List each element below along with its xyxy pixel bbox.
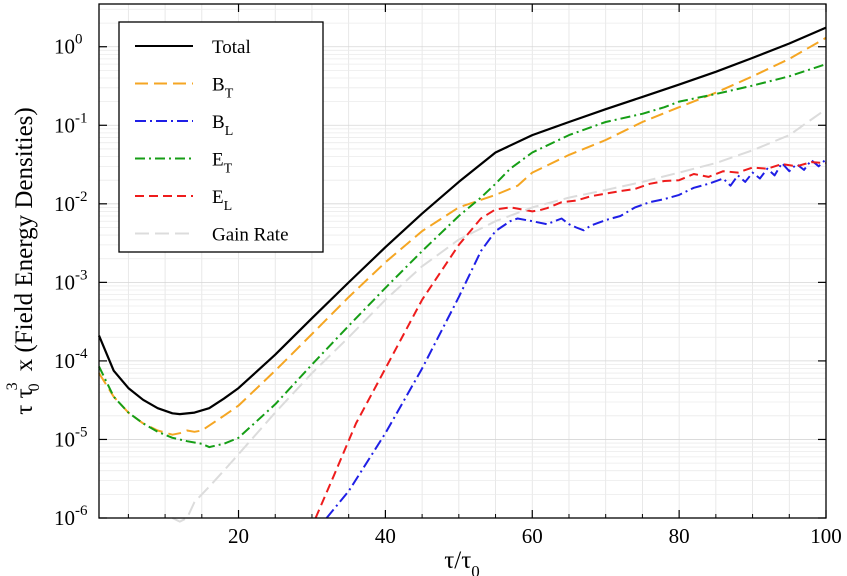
x-tick-label: 100 <box>810 524 842 548</box>
y-tick-label: 10-2 <box>54 189 88 216</box>
legend-label: EL <box>212 187 232 214</box>
plot-frame <box>98 3 827 519</box>
legend-box <box>118 21 324 253</box>
axis-ticks: 20 40 60 80 100 10-6 10-5 10-4 10-3 10-2 10-1 100 <box>54 4 842 548</box>
y-tick-label: 10-3 <box>54 267 88 294</box>
x-tick-label: 40 <box>375 524 396 548</box>
y-tick-label: 100 <box>54 32 83 59</box>
series-lines <box>97 26 827 523</box>
legend-label: Total <box>212 37 251 58</box>
legend-label: BT <box>212 75 234 102</box>
y-tick-label: 10-4 <box>54 346 88 373</box>
x-axis-label: τ/τ0 <box>444 547 480 576</box>
series-b-l <box>325 158 827 519</box>
x-tick-label: 80 <box>669 524 690 548</box>
series-e-l <box>314 161 827 519</box>
series-total <box>97 26 827 416</box>
legend: Total BT BL ET EL Gain Rate <box>118 21 324 253</box>
y-tick-label: 10-5 <box>54 424 88 451</box>
series-b-t <box>98 36 827 436</box>
series-e-t <box>98 63 827 449</box>
legend-label: ET <box>212 150 233 177</box>
series-gain-rate <box>171 108 827 523</box>
y-tick-label: 10-6 <box>54 503 88 530</box>
x-tick-label: 20 <box>228 524 249 548</box>
x-tick-label: 60 <box>522 524 543 548</box>
y-tick-label: 10-1 <box>54 110 88 137</box>
legend-label: Gain Rate <box>212 225 289 246</box>
y-axis-label: τ τ3 0x (Field Energy Densities) <box>4 107 43 414</box>
legend-label: BL <box>212 112 233 139</box>
